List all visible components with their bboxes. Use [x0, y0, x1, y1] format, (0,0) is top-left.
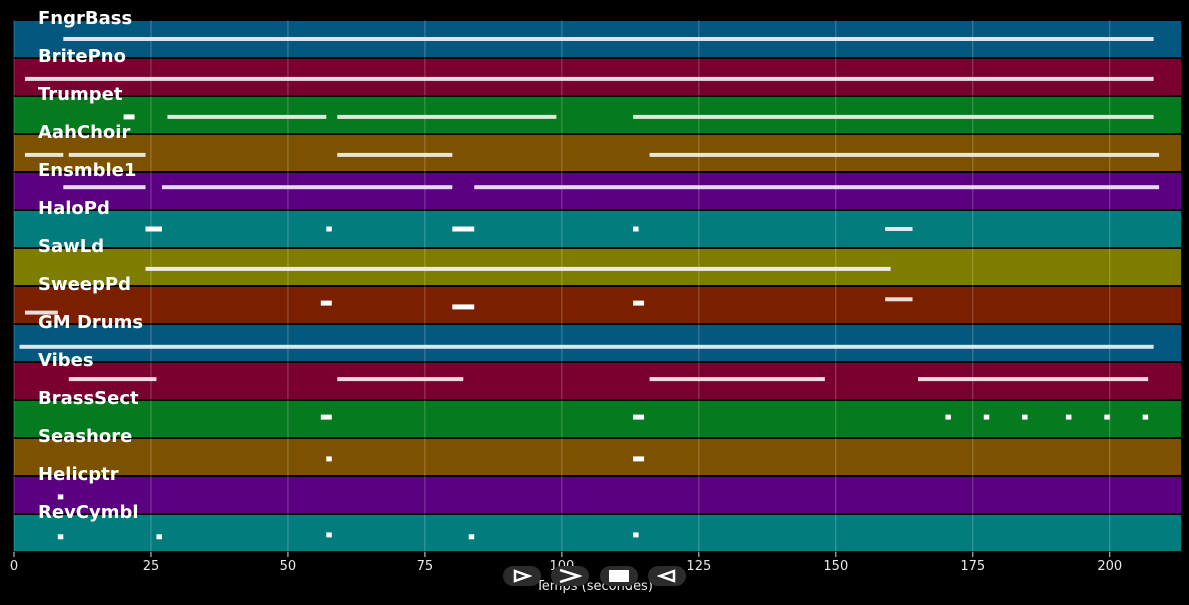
note-block — [57, 494, 64, 500]
x-tick-label: 125 — [686, 559, 712, 574]
track-label: Seashore — [38, 426, 133, 447]
track-lane — [14, 515, 1181, 551]
note-block — [156, 534, 162, 540]
forward-button[interactable] — [551, 566, 589, 586]
x-tick-label: 50 — [279, 559, 297, 574]
note-block — [68, 152, 146, 157]
note-block — [145, 226, 162, 232]
track-label: Vibes — [38, 350, 94, 371]
note-block — [918, 377, 1149, 382]
track-label: Helicptr — [38, 464, 119, 485]
track-lane — [14, 287, 1181, 323]
note-block — [945, 414, 951, 420]
track-label: BritePno — [38, 46, 126, 67]
note-block — [649, 152, 1160, 157]
stop-icon — [609, 570, 629, 582]
track-label: Trumpet — [38, 84, 123, 105]
note-block — [326, 532, 332, 538]
track-lane — [14, 439, 1181, 475]
track-lane — [14, 325, 1181, 361]
note-block — [337, 152, 453, 157]
note-block — [337, 114, 557, 119]
note-block — [1104, 414, 1110, 420]
note-block — [24, 310, 58, 315]
track-lane — [14, 477, 1181, 513]
note-block — [167, 114, 327, 119]
note-block — [320, 300, 332, 306]
track-lane — [14, 211, 1181, 247]
track-lane — [14, 173, 1181, 209]
note-block — [1022, 414, 1028, 420]
note-block — [633, 114, 1154, 119]
rewind-icon — [657, 569, 676, 583]
note-block — [326, 456, 332, 462]
track-label: Ensmble1 — [38, 160, 137, 181]
note-block — [649, 377, 825, 382]
note-block — [1065, 414, 1072, 420]
x-tick-label: 0 — [9, 559, 19, 574]
note-block — [123, 114, 135, 120]
rewind-button[interactable] — [648, 566, 686, 586]
track-label: FngrBass — [38, 8, 133, 29]
note-block — [452, 226, 475, 232]
note-block — [63, 37, 1154, 41]
track-label: HaloPd — [38, 198, 110, 219]
note-block — [474, 185, 1160, 190]
x-tick-label: 200 — [1097, 559, 1123, 574]
note-block — [1142, 414, 1149, 420]
note-block — [145, 266, 891, 271]
note-block — [19, 344, 1154, 349]
note-block — [885, 297, 913, 302]
x-axis-label: Temps (secondes) — [536, 579, 653, 594]
x-tick-label: 25 — [142, 559, 160, 574]
track-label: SawLd — [38, 236, 105, 257]
note-block — [24, 152, 64, 157]
x-tick-label: 75 — [416, 559, 434, 574]
track-label: AahChoir — [38, 122, 131, 143]
note-block — [57, 534, 64, 540]
note-block — [63, 185, 146, 190]
note-block — [320, 414, 332, 420]
play-icon — [513, 569, 532, 583]
track-label: GM Drums — [38, 312, 144, 333]
track-label: BrassSect — [38, 388, 139, 409]
note-block — [68, 377, 157, 382]
track-label: RevCymbl — [38, 502, 139, 523]
play-button[interactable] — [503, 566, 541, 586]
note-block — [633, 226, 639, 232]
x-tick-label: 150 — [823, 559, 849, 574]
note-block — [161, 185, 453, 190]
note-block — [326, 226, 332, 232]
track-label: SweepPd — [38, 274, 131, 295]
note-block — [885, 227, 913, 231]
x-tick-label: 175 — [960, 559, 986, 574]
forward-icon — [559, 569, 582, 583]
track-lane — [14, 401, 1181, 437]
note-block — [468, 534, 475, 540]
note-block — [452, 304, 475, 310]
note-block — [983, 414, 990, 420]
note-block — [24, 76, 1154, 81]
note-block — [337, 377, 464, 382]
note-block — [633, 414, 645, 420]
note-block — [633, 532, 639, 538]
stop-button[interactable] — [600, 566, 638, 586]
note-block — [633, 300, 645, 306]
note-block — [633, 456, 645, 462]
